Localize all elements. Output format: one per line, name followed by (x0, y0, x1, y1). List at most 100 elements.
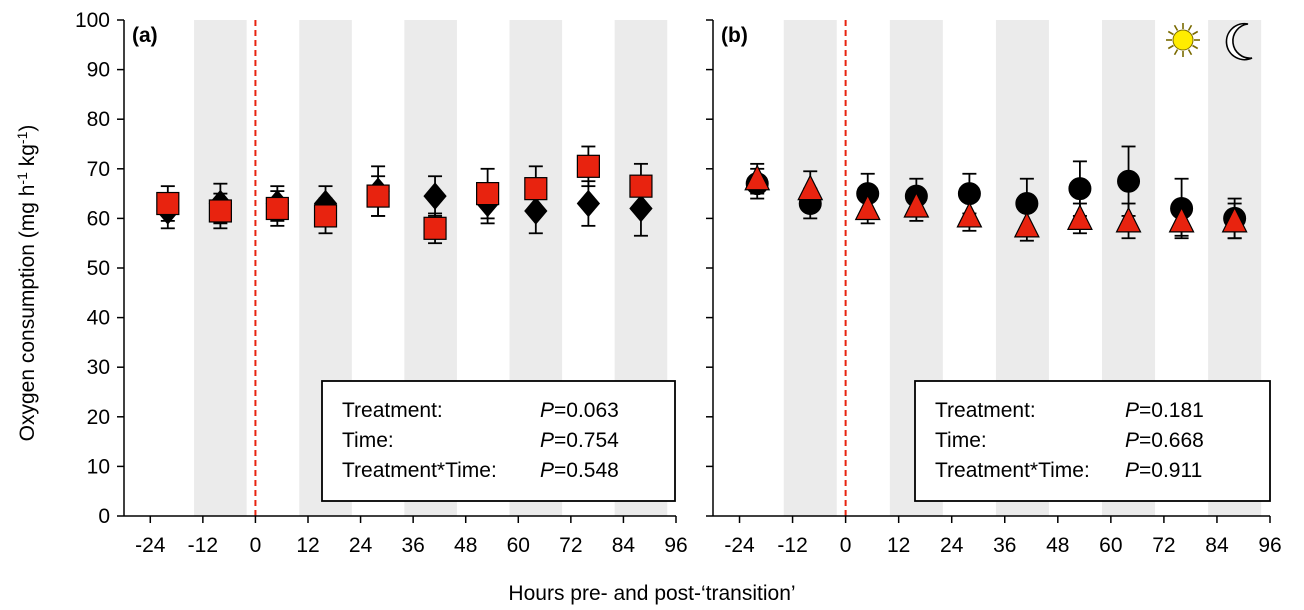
stats-box-border (321, 380, 676, 502)
x-tick-label: 24 (349, 534, 373, 557)
y-axis-unit-sup-1: -1 (14, 172, 30, 185)
y-tick-label: 100 (75, 9, 110, 32)
data-point-triangle (854, 194, 881, 221)
panel-b: -24 -12 0 12 24 36 48 60 72 84 96(b)Treatment: P=0.… (706, 19, 1282, 557)
stat-label: Treatment: (342, 399, 443, 422)
sun-icon (1166, 23, 1200, 57)
sun-ray (1192, 44, 1199, 50)
x-tick-label: 60 (507, 534, 530, 557)
panel-label: (b) (721, 24, 748, 47)
sun-ray (1187, 49, 1193, 56)
data-point-triangle (797, 174, 824, 201)
sun-ray (1192, 30, 1199, 36)
x-tick-label: 72 (559, 534, 582, 557)
data-point-square (208, 199, 232, 223)
y-tick-label: 60 (87, 207, 110, 230)
data-point-triangle (903, 191, 930, 218)
data-point-square (576, 154, 600, 178)
data-point-square (366, 184, 390, 208)
x-axis-title: Hours pre- and post-‘transition’ (508, 582, 795, 605)
x-tick-label: -12 (188, 534, 218, 557)
stat-label: Treatment*Time: (935, 459, 1090, 482)
p-symbol: P (1125, 459, 1139, 482)
y-tick-label: 10 (87, 455, 110, 478)
y-tick-label: 50 (87, 257, 110, 280)
x-tick-label: -12 (777, 534, 807, 557)
x-tick-label: 96 (1258, 534, 1281, 557)
data-point-triangle (956, 201, 983, 228)
sun-ray (1167, 30, 1174, 36)
data-point-triangle (1013, 211, 1040, 238)
data-point-triangle (1115, 206, 1142, 233)
night-band (194, 20, 247, 516)
data-point-circle (1068, 177, 1092, 201)
x-tick-label: 60 (1099, 534, 1122, 557)
data-point-square (423, 216, 447, 240)
sun-ray (1167, 44, 1174, 50)
stat-p-value: P=0.668 (1125, 429, 1204, 452)
x-tick-label: 36 (401, 534, 424, 557)
x-tick-label: 48 (1046, 534, 1069, 557)
y-tick-label: 20 (87, 406, 110, 429)
data-point-diamond (423, 182, 447, 210)
p-number: =0.754 (554, 429, 619, 452)
x-tick-label: 72 (1152, 534, 1175, 557)
data-point-diamond (576, 189, 601, 218)
data-point-triangle (1168, 206, 1195, 233)
stat-p-value: P=0.063 (540, 399, 619, 422)
stats-box-border (914, 380, 1271, 502)
x-tick-label: 84 (612, 534, 636, 557)
sun-ray (1173, 49, 1179, 56)
sun-ray (1187, 24, 1193, 31)
p-symbol: P (1125, 399, 1139, 422)
stat-label: Time: (342, 429, 394, 452)
p-number: =0.181 (1139, 399, 1204, 422)
x-tick-label: 24 (940, 534, 964, 557)
data-point-square (156, 191, 180, 216)
data-point-square (265, 196, 289, 221)
data-point-square (629, 174, 653, 198)
x-tick-label: 12 (887, 534, 910, 557)
p-symbol: P (540, 429, 554, 452)
x-tick-label: 96 (664, 534, 687, 557)
data-point-triangle (1221, 206, 1248, 233)
y-tick-label: 30 (87, 356, 110, 379)
data-point-circle (1117, 169, 1141, 193)
p-number: =0.911 (1139, 459, 1202, 482)
p-symbol: P (540, 399, 554, 422)
data-point-triangle (744, 164, 771, 191)
p-symbol: P (1125, 429, 1139, 452)
y-tick-label: 70 (87, 158, 110, 181)
y-tick-label: 40 (87, 307, 110, 330)
y-tick-label: 80 (87, 108, 110, 131)
p-symbol: P (540, 459, 554, 482)
x-tick-label: 36 (993, 534, 1016, 557)
y-tick-label: 90 (87, 59, 110, 82)
sun-disc (1172, 29, 1194, 51)
x-tick-label: 12 (296, 534, 319, 557)
x-tick-label: -24 (724, 534, 755, 557)
y-tick-label: 0 (98, 505, 110, 528)
data-point-square (313, 204, 338, 228)
panel-a: 0 10 20 30 40 50 60 70 80 90 100 -24 -12 0 12 24 36 48 60 7… (75, 9, 688, 557)
x-tick-label: 0 (250, 534, 262, 557)
stat-p-value: P=0.181 (1125, 399, 1204, 422)
stat-label: Treatment: (935, 399, 1036, 422)
series-triangle (744, 162, 1248, 242)
moon-icon (1225, 22, 1253, 61)
stat-label: Time: (935, 429, 987, 452)
p-number: =0.063 (554, 399, 619, 422)
p-number: =0.668 (1139, 429, 1204, 452)
panel-label: (a) (132, 24, 158, 47)
x-tick-label: 84 (1205, 534, 1229, 557)
x-tick-label: 0 (840, 534, 852, 557)
y-axis-title: Oxygen consumption (mg h-1 kg-1) (14, 125, 39, 442)
night-band (783, 20, 837, 516)
p-number: =0.548 (554, 459, 619, 482)
stat-label: Treatment*Time: (342, 459, 497, 482)
stat-p-value: P=0.548 (540, 459, 619, 482)
stat-p-value: P=0.754 (540, 429, 619, 452)
stat-p-value: P=0.911 (1125, 459, 1202, 482)
